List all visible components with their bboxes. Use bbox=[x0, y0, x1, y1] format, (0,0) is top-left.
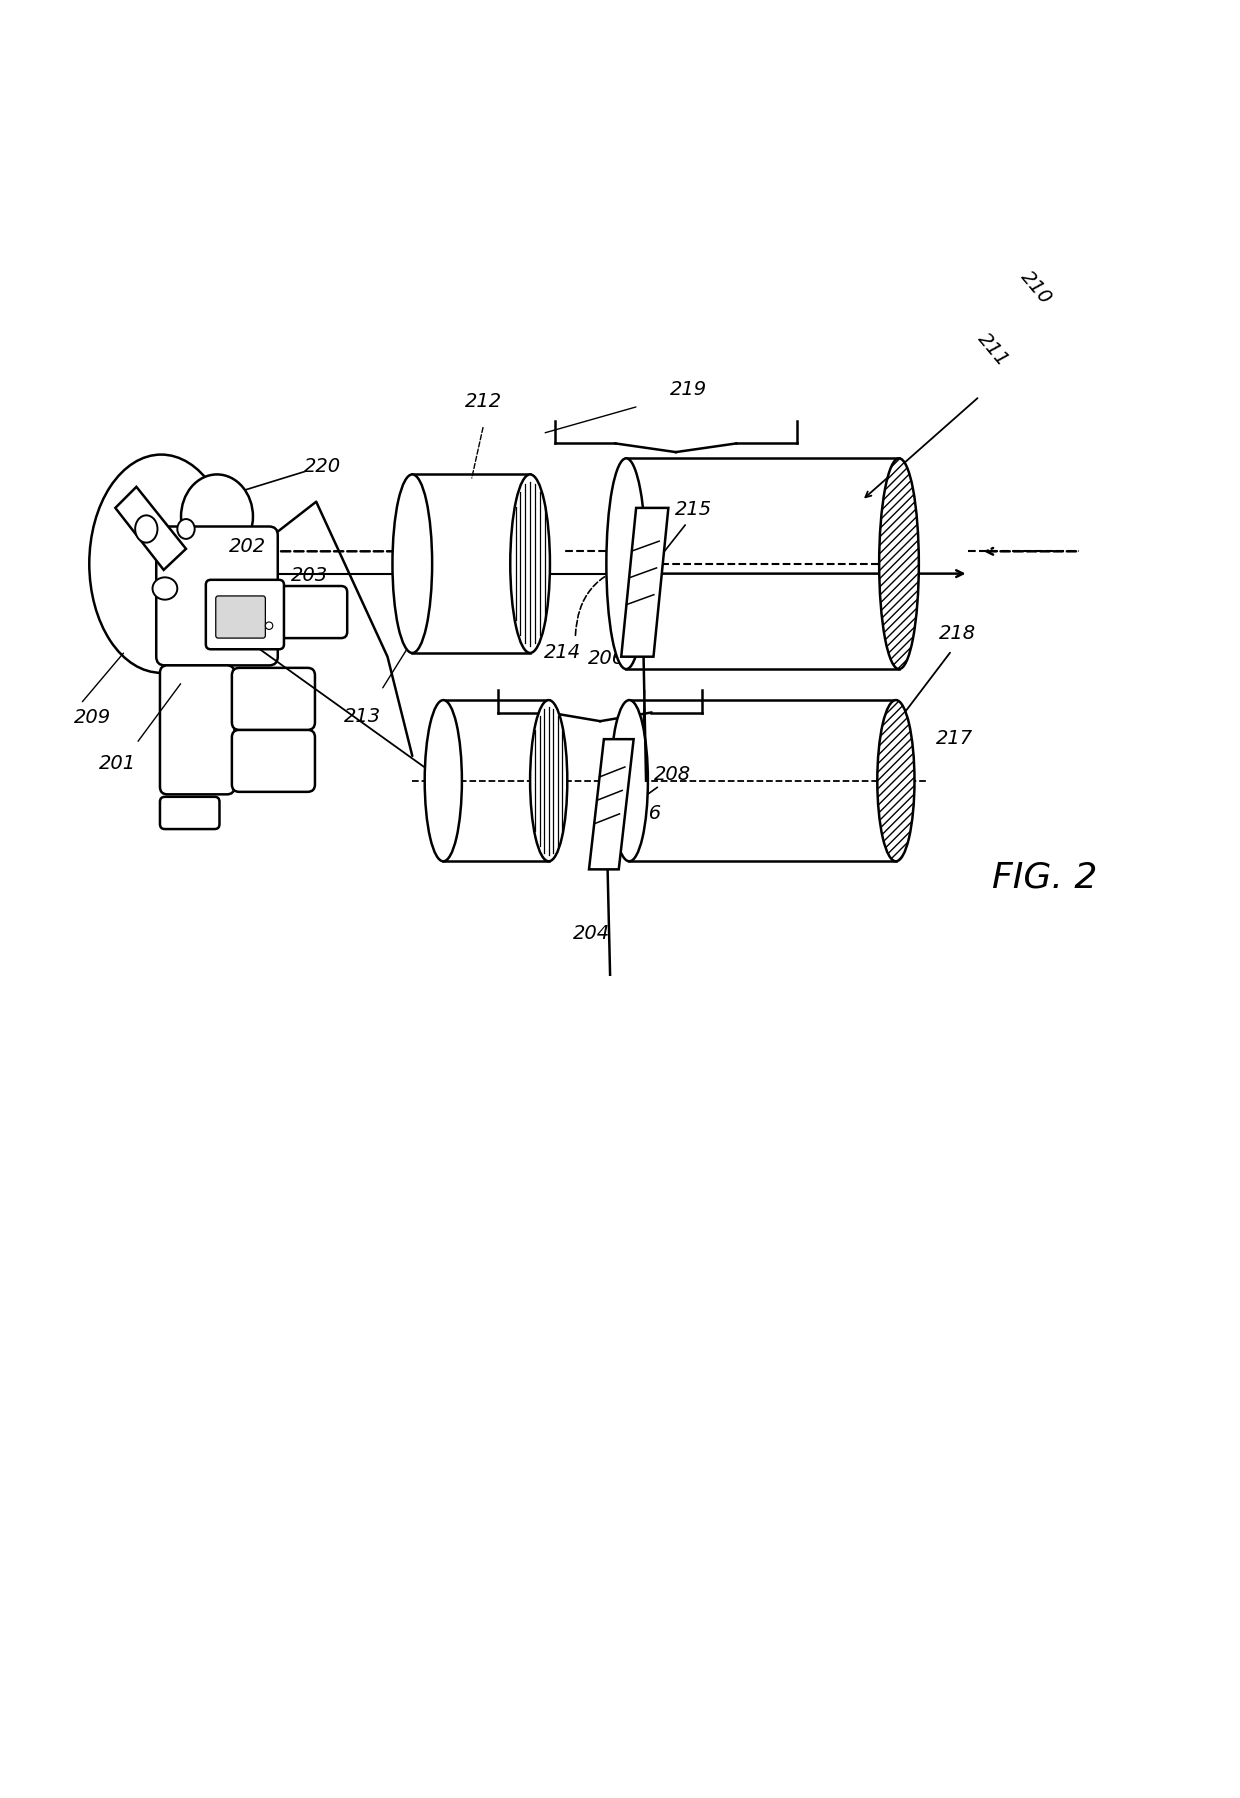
Polygon shape bbox=[621, 509, 668, 658]
Polygon shape bbox=[589, 739, 634, 870]
Text: 201: 201 bbox=[99, 753, 136, 773]
Ellipse shape bbox=[265, 622, 273, 629]
Text: 216: 216 bbox=[625, 804, 662, 822]
Text: FIG. 2: FIG. 2 bbox=[992, 859, 1097, 894]
Text: 215: 215 bbox=[675, 500, 712, 520]
FancyBboxPatch shape bbox=[232, 730, 315, 793]
Text: 220: 220 bbox=[304, 457, 341, 475]
Ellipse shape bbox=[878, 701, 915, 861]
Ellipse shape bbox=[153, 577, 177, 601]
Ellipse shape bbox=[135, 516, 157, 543]
Text: 219: 219 bbox=[670, 379, 707, 399]
Text: 208: 208 bbox=[653, 764, 691, 784]
Text: 209: 209 bbox=[74, 708, 112, 726]
Text: 213: 213 bbox=[345, 707, 381, 726]
Text: 212: 212 bbox=[465, 392, 502, 412]
FancyBboxPatch shape bbox=[160, 797, 219, 829]
Text: 206: 206 bbox=[588, 649, 625, 667]
Text: 205: 205 bbox=[208, 602, 246, 620]
Polygon shape bbox=[115, 487, 186, 570]
Ellipse shape bbox=[181, 475, 253, 559]
Ellipse shape bbox=[879, 458, 919, 669]
Ellipse shape bbox=[531, 701, 568, 861]
Text: 217: 217 bbox=[936, 730, 973, 748]
FancyBboxPatch shape bbox=[232, 669, 315, 730]
Text: 202: 202 bbox=[229, 538, 267, 556]
FancyBboxPatch shape bbox=[160, 665, 234, 795]
Ellipse shape bbox=[511, 475, 551, 654]
FancyBboxPatch shape bbox=[156, 527, 278, 665]
Text: 218: 218 bbox=[940, 624, 976, 642]
Text: 210: 210 bbox=[1017, 268, 1055, 307]
FancyBboxPatch shape bbox=[263, 586, 347, 638]
Text: 214: 214 bbox=[544, 642, 582, 662]
Text: 203: 203 bbox=[291, 566, 329, 584]
Ellipse shape bbox=[424, 701, 463, 861]
Ellipse shape bbox=[89, 455, 233, 674]
Text: 211: 211 bbox=[973, 329, 1012, 370]
FancyBboxPatch shape bbox=[206, 581, 284, 649]
FancyBboxPatch shape bbox=[216, 597, 265, 638]
Ellipse shape bbox=[606, 458, 646, 669]
Ellipse shape bbox=[392, 475, 432, 654]
Text: 204: 204 bbox=[573, 922, 610, 942]
Ellipse shape bbox=[610, 701, 647, 861]
Ellipse shape bbox=[177, 520, 195, 539]
